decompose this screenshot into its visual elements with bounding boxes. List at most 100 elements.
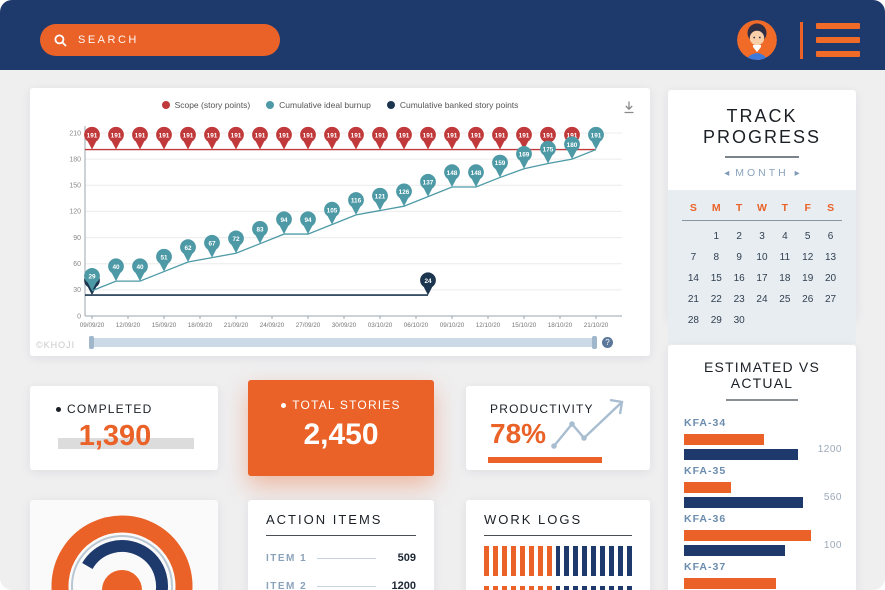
calendar-day[interactable]: 9	[736, 252, 742, 263]
calendar-day[interactable]: 12	[802, 252, 814, 263]
download-icon[interactable]	[622, 100, 636, 119]
svg-text:90: 90	[73, 235, 81, 242]
title-underline	[725, 156, 799, 158]
data-pin	[84, 268, 100, 291]
slider-handle-left[interactable]	[89, 336, 94, 349]
calendar-day[interactable]: 28	[687, 315, 699, 326]
calendar-day[interactable]: 2	[736, 231, 742, 242]
estimated-vs-actual-item: KFA-34 1200	[684, 417, 842, 460]
search-bar[interactable]	[40, 24, 280, 56]
work-log-bar-navy	[627, 546, 632, 576]
calendar-day[interactable]: 13	[825, 252, 837, 263]
calendar-day[interactable]: 11	[779, 252, 791, 263]
calendar-day[interactable]: 7	[690, 252, 697, 263]
search-input[interactable]	[76, 33, 266, 47]
work-log-bar-orange	[546, 546, 552, 576]
calendar-day[interactable]: 29	[710, 315, 722, 326]
calendar-day[interactable]: 16	[733, 273, 745, 284]
legend-item[interactable]: Scope (story points)	[161, 100, 250, 110]
calendar-day-header: S	[827, 202, 835, 214]
calendar-day[interactable]: 10	[756, 252, 768, 263]
user-avatar[interactable]	[737, 20, 777, 60]
data-pin	[156, 126, 172, 150]
period-selector: ◂ MONTH ▸	[668, 167, 856, 179]
productivity-underline-bar	[488, 457, 602, 463]
calendar-day[interactable]: 8	[713, 252, 720, 263]
work-log-bar-navy	[591, 546, 597, 576]
svg-text:30/09/20: 30/09/20	[332, 322, 357, 329]
slider-handle-right[interactable]	[592, 336, 597, 349]
svg-text:30: 30	[73, 287, 81, 294]
chart-range-slider[interactable]	[89, 336, 597, 349]
issue-key-label: KFA-35	[684, 465, 727, 477]
gauge-arc	[82, 540, 168, 590]
work-log-bar-navy	[609, 546, 615, 576]
legend-label: Cumulative ideal burnup	[279, 100, 371, 110]
action-item-row[interactable]: ITEM 1 509	[266, 552, 416, 564]
work-log-bar-navy	[573, 546, 579, 576]
data-pin	[540, 126, 556, 150]
legend-item[interactable]: Cumulative banked story points	[386, 100, 518, 110]
calendar-day[interactable]: 20	[825, 273, 837, 284]
gauge-card	[30, 500, 218, 590]
hours-value: 1200	[817, 444, 842, 455]
work-log-bar-orange	[501, 586, 507, 590]
calendar-day[interactable]: 14	[687, 273, 699, 284]
svg-text:72: 72	[232, 236, 240, 243]
work-log-bar-navy	[618, 546, 623, 576]
data-pin	[420, 272, 436, 296]
calendar-day[interactable]: 15	[710, 273, 722, 284]
svg-text:191: 191	[447, 132, 458, 139]
calendar-day[interactable]: 4	[782, 231, 788, 242]
legend-dot	[161, 101, 170, 109]
data-pin	[492, 154, 508, 178]
calendar-day[interactable]: 18	[779, 273, 791, 284]
calendar-day[interactable]: 30	[733, 315, 745, 326]
action-item-row[interactable]: ITEM 2 1200	[266, 580, 416, 590]
svg-text:191: 191	[327, 132, 338, 139]
calendar-day[interactable]: 17	[756, 273, 768, 284]
gauge-arc	[51, 515, 193, 590]
svg-text:60: 60	[73, 261, 81, 268]
calendar-day[interactable]: 5	[804, 231, 811, 242]
calendar-day[interactable]: 26	[802, 294, 814, 305]
calendar-day[interactable]: 21	[687, 294, 699, 305]
svg-text:175: 175	[543, 146, 554, 153]
next-month-arrow[interactable]: ▸	[794, 168, 800, 179]
svg-text:191: 191	[543, 132, 554, 139]
svg-text:191: 191	[255, 132, 266, 139]
calendar-day[interactable]: 19	[802, 273, 814, 284]
work-log-bar-navy	[564, 586, 570, 590]
calendar-day[interactable]: 6	[827, 231, 834, 242]
data-pin	[252, 220, 268, 244]
total-stories-value: 2,450	[303, 418, 379, 451]
calendar-day[interactable]: 3	[759, 231, 765, 242]
calendar-day[interactable]: 22	[710, 294, 722, 305]
calendar-day[interactable]: 23	[733, 294, 745, 305]
svg-text:83: 83	[256, 226, 264, 233]
help-icon[interactable]: ?	[602, 337, 613, 348]
estimated-bar	[684, 434, 764, 445]
data-pin	[396, 183, 412, 207]
calendar-day[interactable]: 1	[713, 231, 720, 242]
svg-text:24/09/20: 24/09/20	[260, 322, 285, 329]
menu-button[interactable]	[816, 23, 860, 57]
svg-text:191: 191	[423, 132, 434, 139]
watermark: ©KHOJI	[36, 340, 76, 350]
svg-text:62: 62	[184, 245, 192, 252]
data-pin	[372, 187, 388, 211]
period-label: MONTH	[735, 167, 789, 179]
data-pin	[420, 126, 436, 150]
svg-text:169: 169	[519, 152, 530, 159]
search-icon	[54, 34, 67, 47]
prev-month-arrow[interactable]: ◂	[724, 168, 730, 179]
svg-text:51: 51	[160, 254, 168, 261]
svg-text:191: 191	[567, 132, 578, 139]
work-log-bar-navy	[582, 546, 588, 576]
calendar-day[interactable]: 24	[756, 294, 768, 305]
calendar-day[interactable]: 25	[779, 294, 791, 305]
svg-text:191: 191	[231, 132, 242, 139]
calendar-day[interactable]: 27	[825, 294, 837, 305]
action-item-label: ITEM 1	[266, 552, 308, 564]
legend-item[interactable]: Cumulative ideal burnup	[266, 100, 371, 110]
